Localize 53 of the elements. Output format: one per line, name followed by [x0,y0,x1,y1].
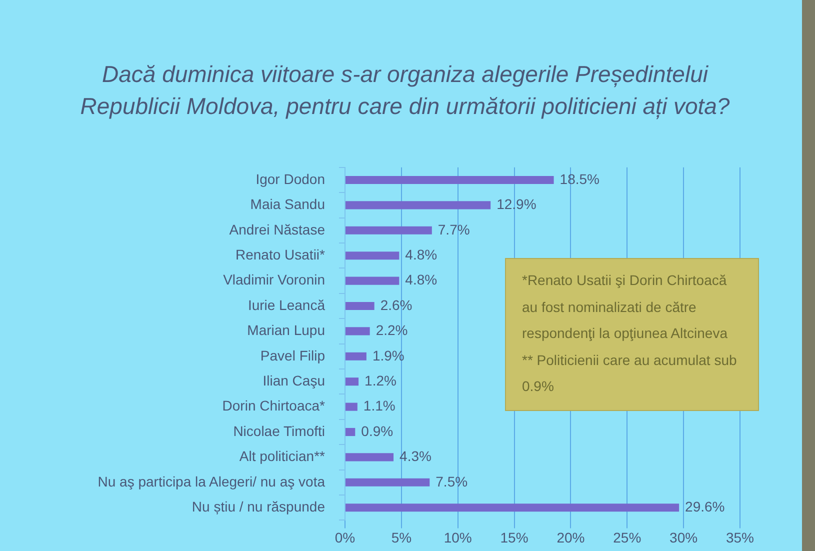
data-label: 7.7% [438,221,470,238]
x-tick-label: 25% [613,529,642,546]
annotation: ** Politicienii care au acumulat sub 0.9% [522,350,738,396]
x-tick-label: 30% [670,529,698,546]
y-tick-label: Renato Usatii* [236,246,326,262]
bar [346,453,394,462]
y-tick-label: Maia Sandu [250,196,325,212]
data-label: 1.1% [363,398,396,414]
bar [346,201,491,210]
bar [346,478,430,486]
bar [346,327,370,336]
y-tick-label: Pavel Filip [260,347,326,364]
bar [346,352,366,360]
y-tick-label: Nu aş participa la Alegeri/ nu aş vota [98,473,326,490]
data-label: 4.8% [405,246,438,262]
bar [346,176,554,184]
x-tick-label: 10% [444,529,472,546]
y-tick-label: Alt politician** [239,448,326,464]
data-label: 1.2% [364,372,396,388]
data-label: 2.6% [380,296,412,313]
y-tick-label: Nicolae Timofti [233,422,325,439]
data-label: 4.8% [405,272,438,288]
data-label: 29.6% [685,498,725,514]
data-label: 12.9% [496,196,536,212]
x-tick-label: 20% [556,529,585,546]
bar [346,428,356,436]
data-label: 1.9% [372,347,404,364]
y-tick-label: Nu știu / nu răspunde [192,498,326,514]
y-tick-label: Vladimir Voronin [223,272,325,288]
data-label: 4.3% [400,448,432,464]
y-tick-label: Ilian Caşu [262,372,325,388]
bar [346,302,374,310]
bar [346,378,359,386]
annotation: *Renato Usatii şi Dorin Chirtoacă au fost nominalizati de către respondenţi la opţiunea Altcineva [522,271,728,343]
y-tick-label: Dorin Chirtoaca* [222,398,326,414]
data-label: 18.5% [560,170,600,187]
bar [346,504,680,512]
y-tick-label: Andrei Năstase [229,221,326,238]
x-tick-label: 5% [391,529,412,546]
y-tick-label: Iurie Leancă [248,296,326,313]
bar [346,276,400,285]
y-tick-label: Marian Lupu [247,322,325,338]
data-label: 2.2% [376,322,408,338]
chart-title: Dacă duminica viitoare s-ar organiza alegerile Președintelui Republicii Moldova, pentru care din următorii politicieni ați vota? [79,60,731,122]
bar [346,402,358,411]
data-label: 0.9% [361,422,394,439]
bar [346,226,432,234]
x-tick-label: 0% [334,529,356,546]
x-tick-label: 15% [500,529,528,546]
data-label: 7.5% [436,473,468,490]
y-tick-label: Igor Dodon [256,170,325,187]
x-tick-label: 35% [726,529,754,546]
bar [346,252,400,260]
